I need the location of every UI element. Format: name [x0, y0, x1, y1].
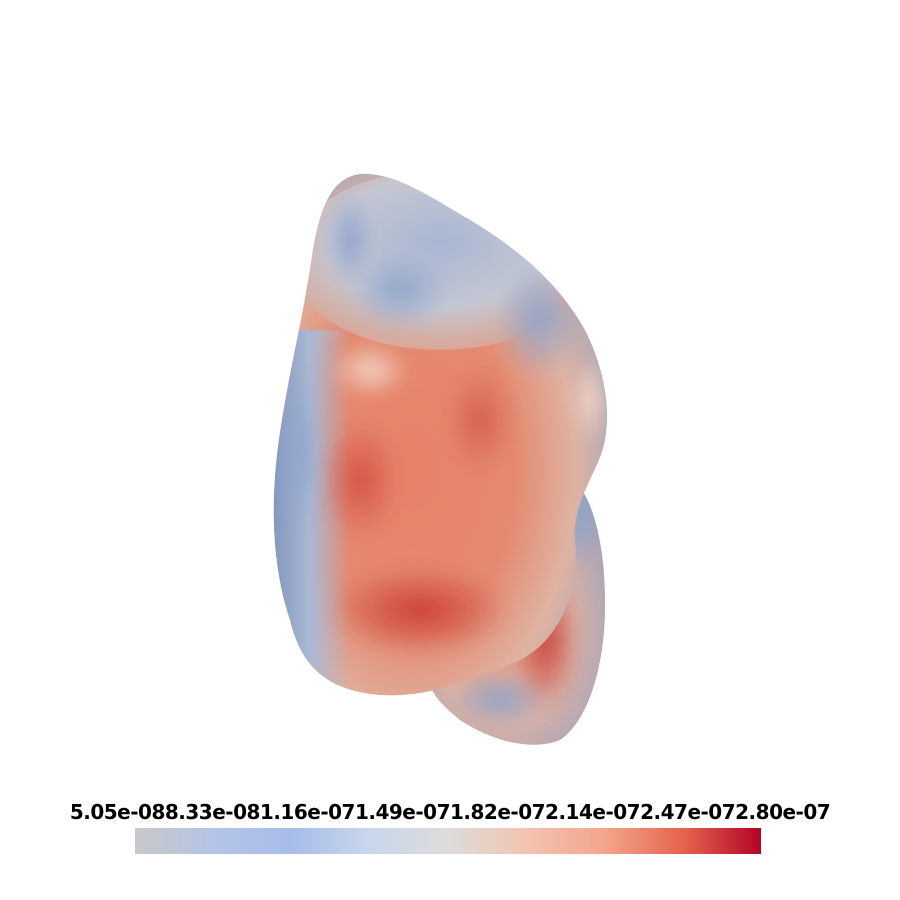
- colorbar-label: 1.49e-07: [354, 800, 451, 824]
- colorbar-label: 8.33e-08: [164, 800, 261, 824]
- colorbar-label: 2.47e-07: [640, 800, 736, 824]
- colorbar-label: 5.05e-08: [69, 800, 166, 824]
- colorbar-labels: 5.05e-088.33e-081.16e-071.49e-071.82e-07…: [0, 800, 900, 824]
- colorbar-label: 2.80e-07: [735, 800, 831, 824]
- colorbar-label: 1.82e-07: [450, 800, 546, 824]
- colorbar-label: 2.14e-07: [545, 800, 641, 824]
- colorbar: [135, 828, 761, 854]
- colorbar-label: 1.16e-07: [259, 800, 356, 824]
